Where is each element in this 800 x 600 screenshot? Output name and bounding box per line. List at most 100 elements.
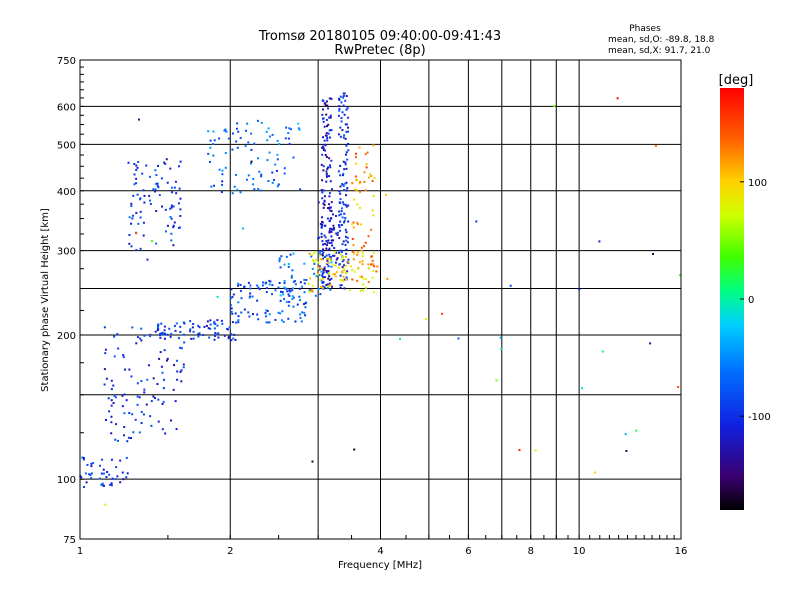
data-point [291, 295, 294, 298]
data-point [257, 187, 260, 190]
data-point [334, 264, 337, 267]
data-point [231, 192, 234, 195]
data-point [140, 327, 143, 330]
data-point [90, 462, 93, 465]
data-point [104, 503, 107, 506]
data-point [217, 332, 220, 335]
data-point [220, 319, 223, 322]
data-point [228, 326, 231, 329]
data-point [329, 206, 332, 209]
data-point [344, 243, 347, 246]
data-point [328, 279, 331, 282]
data-point [372, 144, 375, 147]
data-point [160, 322, 163, 325]
data-point [338, 214, 341, 217]
data-point [244, 145, 247, 148]
data-point [189, 328, 192, 331]
data-point [130, 202, 133, 205]
data-point [131, 214, 134, 217]
data-point [338, 108, 341, 111]
data-point [231, 132, 234, 135]
data-point [170, 232, 173, 235]
data-point [322, 277, 325, 280]
data-point [361, 252, 364, 255]
data-point [322, 108, 325, 111]
data-point [135, 168, 138, 171]
data-point [299, 188, 302, 191]
data-point [345, 95, 348, 98]
data-point [258, 170, 261, 173]
data-point [338, 98, 341, 101]
data-point [345, 231, 348, 234]
data-point [114, 438, 117, 441]
data-point [122, 478, 125, 481]
data-point [149, 415, 152, 418]
data-point [344, 161, 347, 164]
data-point [217, 336, 220, 339]
data-point [127, 161, 130, 164]
data-point [345, 252, 348, 255]
data-point [214, 332, 217, 335]
data-point [177, 337, 180, 340]
data-point [130, 245, 133, 248]
data-point [344, 217, 347, 220]
data-point [157, 326, 160, 329]
y-tick-label: 75 [63, 535, 76, 546]
data-point [81, 456, 84, 459]
data-point [198, 326, 201, 329]
data-point [339, 174, 342, 177]
data-point [170, 204, 173, 207]
data-point [213, 322, 216, 325]
data-point [341, 279, 344, 282]
data-point [235, 140, 238, 143]
data-point [285, 255, 288, 258]
data-point [373, 265, 376, 268]
data-point [179, 208, 182, 211]
data-point [125, 399, 128, 402]
data-point [170, 206, 173, 209]
data-point [114, 396, 117, 399]
data-point [319, 293, 322, 296]
data-point [337, 133, 340, 136]
x-tick-label: 4 [377, 546, 383, 557]
data-point [349, 289, 352, 292]
data-point [283, 298, 286, 301]
data-point [318, 273, 321, 276]
data-point [274, 163, 277, 166]
data-point [256, 119, 259, 122]
data-point [119, 459, 122, 462]
data-point [141, 172, 144, 175]
data-point [190, 337, 193, 340]
data-point [260, 121, 263, 124]
data-point [322, 251, 325, 254]
data-point [128, 216, 131, 219]
data-point [355, 156, 358, 159]
data-point [322, 169, 325, 172]
data-point [327, 277, 330, 280]
data-point [333, 273, 336, 276]
data-point [677, 386, 680, 389]
data-point [271, 181, 274, 184]
data-point [365, 163, 368, 166]
data-point [278, 257, 281, 260]
data-point [243, 308, 246, 311]
data-point [92, 462, 95, 465]
data-point [262, 281, 265, 284]
data-point [311, 253, 314, 256]
data-point [150, 400, 153, 403]
data-point [324, 256, 327, 259]
data-point [339, 192, 342, 195]
data-point [223, 334, 226, 337]
data-point [170, 186, 173, 189]
data-point [160, 205, 163, 208]
data-point [265, 321, 268, 324]
data-point [317, 288, 320, 291]
data-point [85, 481, 88, 484]
data-point [294, 320, 297, 323]
x-axis-label: Frequency [MHz] [338, 560, 422, 571]
data-point [117, 347, 120, 350]
data-point [339, 185, 342, 188]
data-point [136, 403, 139, 406]
data-point [325, 172, 328, 175]
data-point [323, 125, 326, 128]
